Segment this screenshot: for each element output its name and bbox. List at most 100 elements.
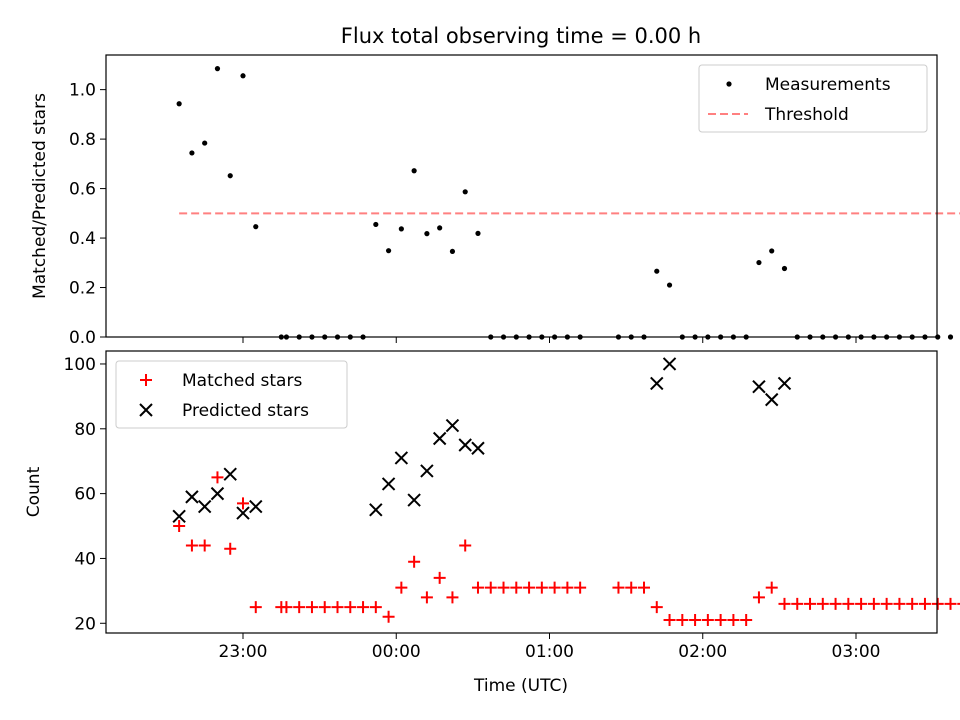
measurement-point (424, 231, 430, 237)
x-axis-label: Time (UTC) (473, 676, 568, 696)
x-tick-label: 01:00 (525, 642, 574, 662)
predicted-star-point (432, 431, 447, 446)
legend-label-measurements: Measurements (765, 75, 891, 95)
x-tick-label: 02:00 (678, 642, 727, 662)
matched-star-point (918, 597, 931, 610)
top-x-ticks (242, 337, 857, 343)
matched-star-point (484, 581, 497, 594)
matched-star-point (650, 601, 663, 614)
matched-star-point (535, 581, 548, 594)
x-tick-label: 23:00 (219, 642, 268, 662)
measurement-point (654, 268, 660, 274)
matched-star-point (778, 597, 791, 610)
matched-star-point (198, 539, 211, 552)
legend-label-predicted: Predicted stars (182, 401, 309, 421)
predicted-star-point (471, 441, 485, 455)
measurement-point (475, 230, 481, 236)
measurement-point (398, 226, 404, 232)
matched-star-point (867, 597, 880, 610)
matched-star-point (408, 555, 421, 568)
matched-star-point (842, 597, 855, 610)
predicted-star-point (650, 376, 664, 391)
top-y-tick-label: 0.0 (69, 328, 96, 348)
matched-star-point (395, 581, 408, 594)
x-tick-label: 03:00 (832, 642, 881, 662)
measurement-point (462, 189, 468, 195)
bottom-y-ticks: 20 40 60 80 100 (64, 355, 106, 634)
measurement-point (449, 248, 456, 255)
bottom-series-layer (172, 357, 960, 627)
matched-star-point (829, 597, 842, 610)
matched-star-point (791, 597, 804, 610)
measurement-point (189, 150, 195, 156)
measurement-point (411, 168, 417, 174)
matched-star-point (305, 601, 318, 614)
matched-star-point (433, 571, 446, 584)
bottom-y-axis-label: Count (24, 466, 44, 517)
matched-star-point (944, 597, 957, 610)
measurement-point (253, 224, 259, 230)
matched-star-point (804, 597, 817, 610)
matched-star-point (727, 614, 740, 627)
predicted-star-point (445, 418, 460, 433)
predicted-star-point (223, 467, 237, 481)
measurement-point (214, 66, 221, 72)
matched-star-point (714, 614, 727, 627)
bottom-legend-box (115, 360, 348, 429)
top-legend: Measurements Threshold (698, 64, 928, 133)
matched-star-point (548, 581, 561, 594)
matched-star-point (957, 602, 960, 605)
legend-marker-matched (140, 374, 152, 386)
matched-star-point (752, 591, 765, 604)
bottom-y-tick-label: 100 (64, 355, 96, 375)
measurement-point (202, 140, 208, 146)
matched-star-point (331, 601, 344, 614)
predicted-star-point (197, 499, 212, 514)
legend-label-matched: Matched stars (182, 371, 302, 391)
matched-star-point (740, 614, 753, 627)
predicted-star-point (394, 451, 409, 465)
bottom-panel: 20 40 60 80 100 23:00 00:00 01:00 02:00 03:00 Co… (24, 350, 960, 662)
predicted-star-point (752, 379, 766, 394)
matched-star-point (574, 581, 587, 594)
predicted-star-point (765, 392, 779, 407)
measurement-point (769, 248, 775, 254)
predicted-star-point (369, 503, 383, 517)
chart-title: Flux total observing time = 0.00 h (341, 24, 701, 48)
matched-star-point (689, 614, 702, 627)
x-tick-label: 00:00 (372, 642, 421, 662)
matched-star-point (249, 601, 262, 614)
matched-star-point (173, 520, 186, 533)
measurement-point (756, 259, 762, 266)
matched-star-point (906, 597, 919, 610)
top-y-tick-label: 0.4 (69, 229, 96, 249)
measurement-point (240, 73, 246, 79)
top-panel-frame (105, 54, 938, 338)
measurement-point (227, 173, 233, 179)
predicted-star-point (777, 376, 792, 391)
top-y-tick-label: 1.0 (69, 81, 96, 101)
matched-star-point (663, 614, 676, 627)
top-y-tick-label: 0.8 (69, 130, 96, 150)
top-series-layer (176, 66, 960, 340)
top-y-ticks: 0.0 0.2 0.4 0.6 0.8 1.0 (69, 81, 106, 348)
matched-star-point (185, 539, 198, 552)
bottom-y-tick-label: 20 (74, 614, 96, 634)
bottom-y-tick-label: 60 (74, 485, 96, 505)
measurement-point (385, 248, 392, 254)
top-y-tick-label: 0.2 (69, 279, 96, 299)
matched-star-point (931, 597, 944, 610)
predicted-star-point (381, 477, 396, 491)
matched-star-point (625, 581, 638, 594)
matched-star-point (497, 581, 510, 594)
predicted-star-point (249, 499, 263, 514)
matched-star-point (471, 581, 484, 594)
matched-star-point (237, 497, 249, 510)
matched-star-point (523, 581, 536, 594)
predicted-star-point (420, 464, 434, 478)
measurement-point (176, 101, 182, 107)
measurement-point (781, 265, 788, 272)
matched-star-point (280, 601, 293, 614)
bottom-legend: Matched stars Predicted stars (115, 360, 348, 429)
